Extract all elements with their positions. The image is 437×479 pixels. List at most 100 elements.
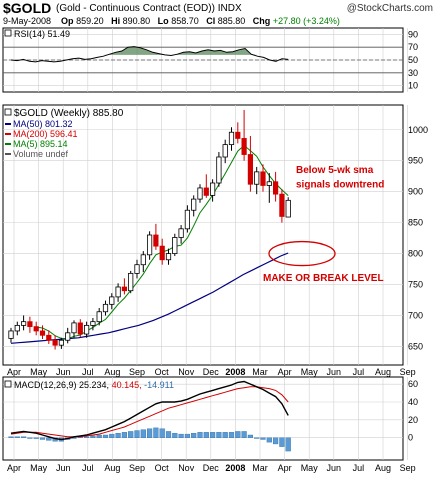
price-x-label: Apr — [278, 367, 292, 377]
macd-tick-label: 60 — [408, 379, 418, 389]
price-legend-title: $GOLD (Weekly) 885.80 — [14, 108, 124, 119]
macd-legend-histogram: -14.911 — [144, 380, 174, 390]
macd-histogram-bar — [254, 437, 260, 439]
rsi-line — [10, 46, 289, 63]
annotation-make-or-break: MAKE OR BREAK LEVEL — [263, 273, 384, 284]
macd-histogram-bar — [273, 437, 279, 445]
price-x-label: 2008 — [225, 367, 245, 377]
candle-body — [216, 156, 222, 184]
macd-histogram-bar — [146, 428, 153, 438]
price-x-label: Sep — [400, 367, 416, 377]
macd-histogram-bar — [27, 437, 33, 439]
candle-body — [272, 181, 279, 195]
candle-body — [134, 264, 140, 274]
macd-x-label: Mar — [252, 463, 268, 473]
price-x-label: Sep — [129, 367, 145, 377]
macd-x-label: Jun — [327, 463, 342, 473]
macd-histogram-bar — [191, 433, 197, 438]
instrument-name: (Gold - Continuous Contract (EOD)) — [56, 3, 215, 14]
macd-histogram-bar — [46, 437, 52, 441]
macd-histogram-bar — [83, 436, 90, 438]
macd-histogram-bar — [260, 437, 266, 440]
price-tick-label: 750 — [408, 280, 423, 290]
macd-histogram-bar — [134, 430, 140, 438]
rsi-tick-label: 90 — [408, 29, 418, 39]
candle-body — [184, 209, 190, 230]
candle-body — [191, 198, 197, 211]
price-x-label: Oct — [155, 367, 170, 377]
macd-histogram-bar — [241, 431, 247, 438]
macd-legend-signal: 40.145, — [112, 380, 145, 390]
candle-body — [241, 138, 247, 155]
macd-x-label: Oct — [155, 463, 170, 473]
make-or-break-ellipse — [268, 240, 336, 267]
ma200-legend: MA(200) 596.41 — [13, 129, 78, 139]
candle-body — [33, 326, 39, 332]
stockcharts-watermark: @StockCharts.com — [346, 3, 433, 14]
macd-histogram-bar — [285, 437, 291, 452]
candle-body — [197, 187, 203, 200]
macd-x-label: Jul — [353, 463, 365, 473]
candle-body — [228, 131, 235, 146]
candle-body — [153, 234, 159, 247]
macd-histogram-bar — [109, 433, 115, 438]
candle-body — [247, 154, 253, 185]
macd-histogram-bar — [247, 434, 254, 438]
low-value: 858.70 — [171, 16, 199, 26]
price-x-label: Nov — [178, 367, 195, 377]
quote-date: 9-May-2008 — [3, 16, 52, 26]
macd-x-label: Apr — [7, 463, 21, 473]
price-legend-swatch — [4, 108, 12, 116]
rsi-tick-label: 70 — [408, 42, 418, 52]
candle-body — [235, 131, 241, 139]
macd-tick-label: 0 — [408, 433, 413, 443]
macd-histogram-bar — [115, 433, 121, 438]
candle-body — [209, 182, 216, 196]
candle-body — [178, 228, 184, 238]
macd-x-label: Sep — [400, 463, 416, 473]
price-tick-label: 700 — [408, 310, 423, 320]
candle-body — [140, 254, 146, 266]
close-value: 885.80 — [217, 16, 246, 26]
macd-histogram-bar — [8, 436, 14, 438]
low-label: Lo — [157, 16, 169, 26]
macd-signal-line — [10, 386, 289, 438]
macd-histogram-bar — [121, 432, 128, 438]
macd-histogram-bar — [184, 433, 191, 438]
macd-x-label: Nov — [178, 463, 195, 473]
price-x-label: Apr — [7, 367, 21, 377]
candle-body — [65, 332, 71, 341]
macd-histogram-bar — [39, 437, 46, 440]
macd-tick-label: 20 — [408, 415, 418, 425]
macd-histogram-bar — [153, 427, 159, 438]
candle-body — [260, 171, 266, 186]
rsi-tick-label: 50 — [408, 55, 418, 65]
close-label: Cl — [206, 16, 216, 26]
macd-x-label: Aug — [375, 463, 391, 473]
candle-body — [222, 144, 228, 158]
macd-x-label: Sep — [129, 463, 145, 473]
macd-histogram-bar — [266, 437, 272, 443]
macd-histogram-bar — [90, 435, 96, 438]
macd-histogram-bar — [279, 437, 285, 447]
candle-body — [39, 330, 46, 336]
macd-x-label: Jun — [56, 463, 71, 473]
rsi-overbought-fill — [11, 46, 289, 55]
macd-histogram-bar — [21, 436, 27, 438]
rsi-legend: RSI(14) 51.49 — [14, 29, 70, 39]
exchange-label: INDX — [217, 3, 242, 14]
candle-body — [285, 199, 291, 218]
macd-histogram-bar — [33, 437, 39, 439]
macd-histogram-bar — [222, 432, 228, 438]
price-x-label: Mar — [252, 367, 268, 377]
candle-body — [254, 171, 260, 185]
macd-histogram-bar — [159, 428, 165, 438]
candle-body — [96, 311, 102, 323]
macd-histogram-bar — [203, 432, 209, 438]
macd-histogram-bar — [172, 433, 178, 438]
candle-body — [77, 322, 83, 335]
ma50-line — [10, 252, 289, 344]
price-tick-label: 950 — [408, 156, 423, 166]
price-x-label: Jul — [353, 367, 365, 377]
macd-line — [10, 380, 289, 441]
